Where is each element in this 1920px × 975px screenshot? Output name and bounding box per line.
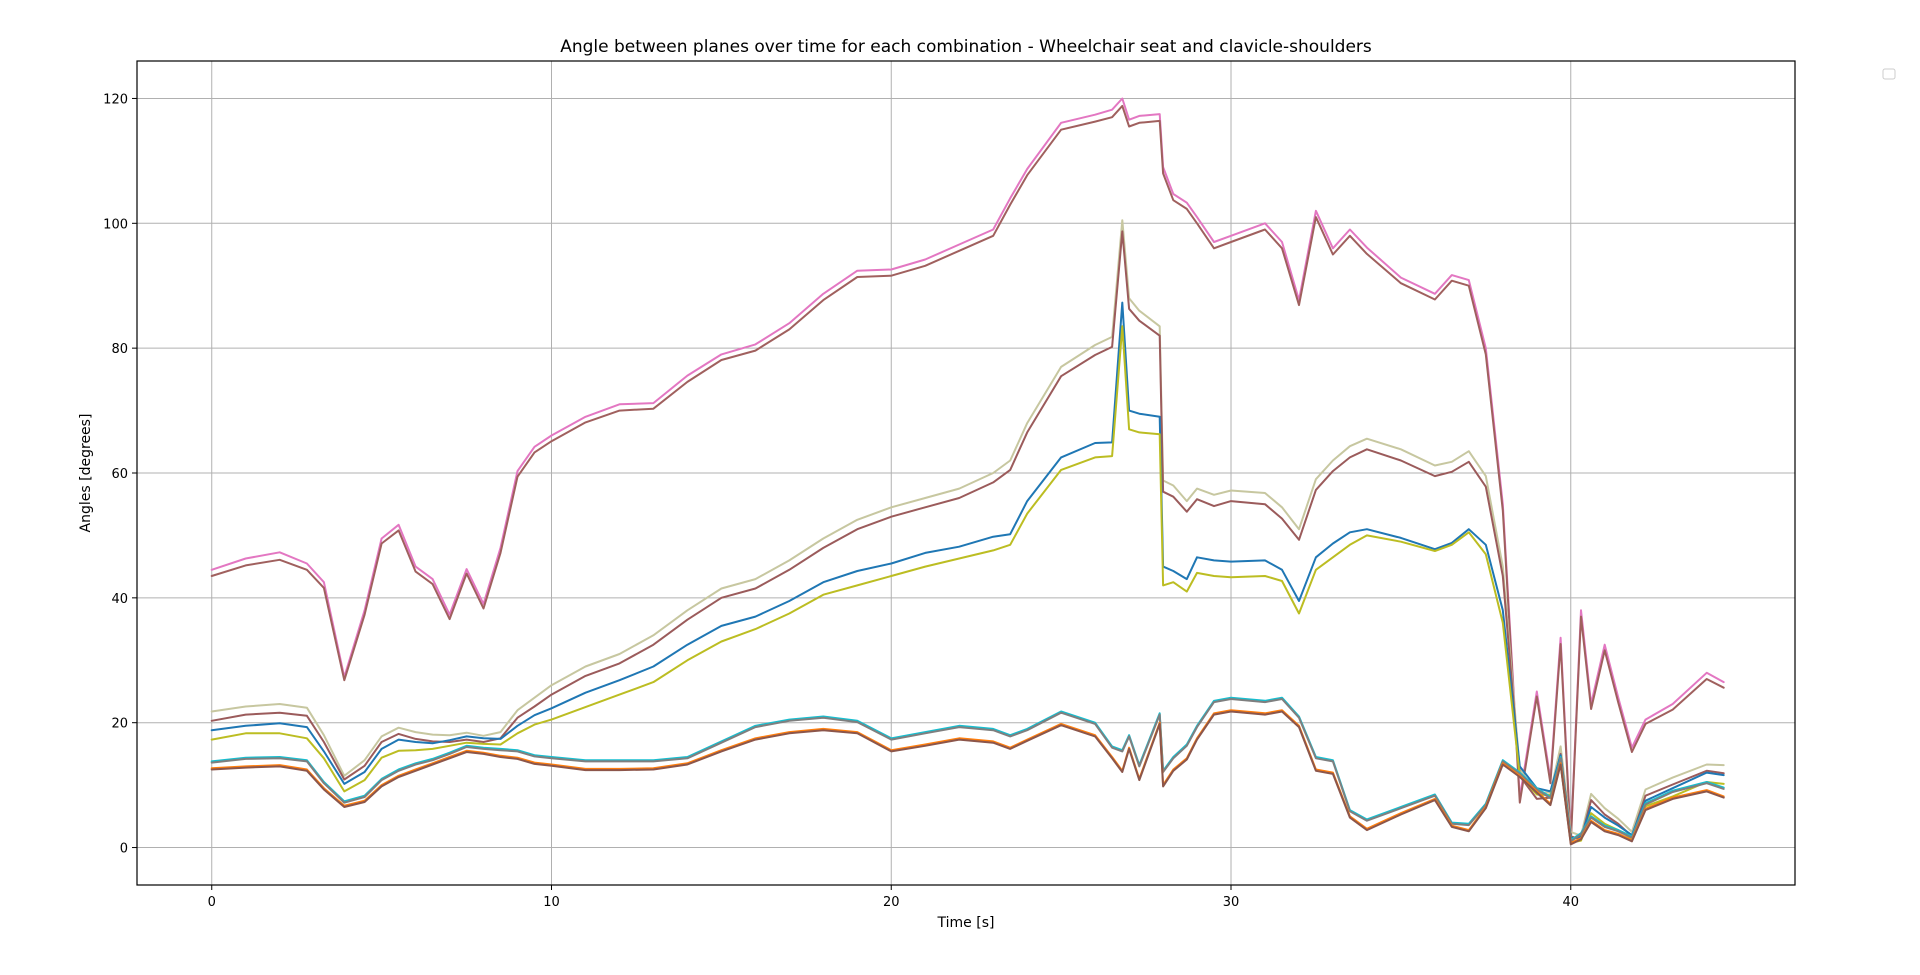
y-axis-label: Angles [degrees] [78,414,94,533]
series-line-8 [210,698,1725,843]
series-lines [210,97,1725,846]
y-tick-label: 20 [111,717,128,732]
series-line-6 [210,325,1725,844]
chart-title: Angle between planes over time for each … [560,37,1372,57]
series-line-2 [210,104,1725,844]
legend-box [1882,68,1896,80]
y-tick-label: 120 [103,92,128,107]
series-line-10 [210,710,1725,846]
x-tick-label: 10 [543,895,560,910]
grid-lines [137,61,1795,885]
y-tick-label: 100 [103,217,128,232]
y-tick-label: 40 [111,592,128,607]
axis-ticks: 0 10 20 30 40 0 20 40 60 80 100 120 [103,92,1579,910]
x-tick-label: 30 [1223,895,1240,910]
x-tick-label: 0 [208,895,216,910]
series-line-4 [210,230,1725,841]
y-tick-label: 60 [111,467,128,482]
series-line-1 [210,97,1725,841]
x-tick-label: 20 [883,895,900,910]
y-tick-label: 0 [120,842,128,857]
x-axis-label: Time [s] [937,915,995,931]
y-tick-label: 80 [111,342,128,357]
x-tick-label: 40 [1562,895,1579,910]
